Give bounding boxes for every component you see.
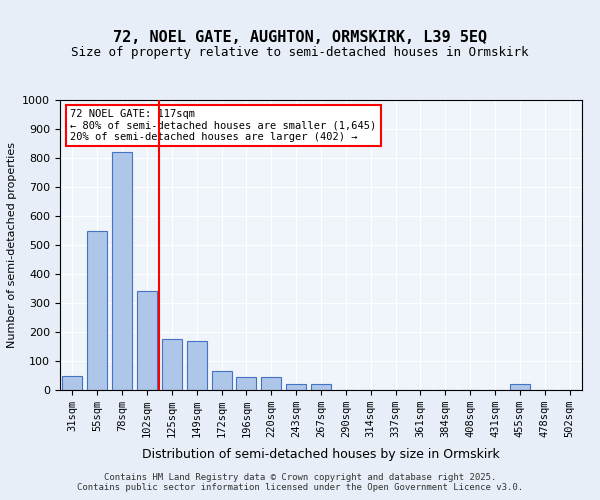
Text: 72, NOEL GATE, AUGHTON, ORMSKIRK, L39 5EQ: 72, NOEL GATE, AUGHTON, ORMSKIRK, L39 5E… [113, 30, 487, 45]
Bar [510, 384, 530, 390]
Text: Size of property relative to semi-detached houses in Ormskirk: Size of property relative to semi-detach… [71, 46, 529, 59]
Bar [212, 371, 232, 390]
X-axis label: Distribution of semi-detached houses by size in Ormskirk: Distribution of semi-detached houses by … [142, 448, 500, 462]
Bar [236, 377, 256, 390]
Bar [162, 339, 182, 390]
Bar [262, 377, 281, 390]
Text: Contains public sector information licensed under the Open Government Licence v3: Contains public sector information licen… [77, 483, 523, 492]
Bar [137, 292, 157, 390]
Y-axis label: Number of semi-detached properties: Number of semi-detached properties [7, 142, 17, 348]
Text: Contains HM Land Registry data © Crown copyright and database right 2025.: Contains HM Land Registry data © Crown c… [104, 473, 496, 482]
Bar [62, 376, 82, 390]
Text: 72 NOEL GATE: 117sqm
← 80% of semi-detached houses are smaller (1,645)
20% of se: 72 NOEL GATE: 117sqm ← 80% of semi-detac… [70, 108, 377, 142]
Bar [88, 230, 107, 390]
Bar [286, 384, 306, 390]
Bar [187, 340, 206, 390]
Bar [311, 384, 331, 390]
Bar [112, 152, 132, 390]
